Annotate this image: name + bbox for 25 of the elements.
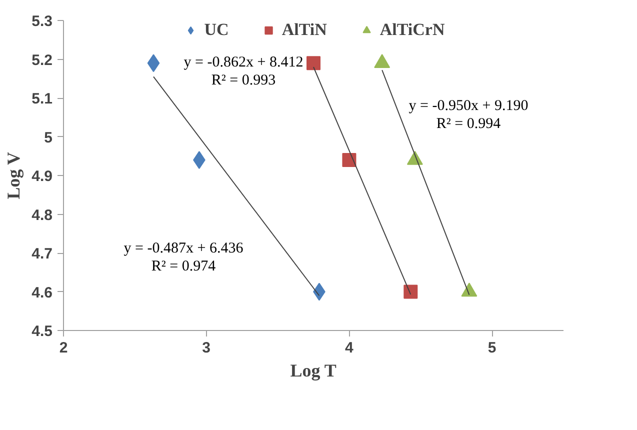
y-tick-label: 4.7: [32, 246, 53, 262]
point: [404, 284, 418, 299]
legend-label: AlTiCrN: [380, 20, 445, 40]
point: [306, 56, 320, 70]
y-tick-label: 4.5: [32, 323, 53, 340]
annotation: y = -0.862x + 8.412 R² = 0.993: [184, 54, 304, 89]
y-tick-label: 4.8: [32, 206, 53, 224]
x-tick-label: 2: [59, 340, 68, 356]
y-tick-label: 5: [44, 129, 52, 146]
x-tick-label: 5: [488, 340, 496, 356]
legend-label: UC: [204, 20, 229, 40]
y-tick-label: 4.9: [32, 168, 53, 185]
x-axis-title: Log T: [290, 360, 336, 380]
point: [342, 153, 356, 167]
annotation: y = -0.487x + 6.436 R² = 0.974: [124, 240, 244, 275]
y-axis-title: Log V: [4, 152, 24, 200]
y-tick-label: 5.1: [32, 90, 53, 108]
y-tick-label: 4.6: [32, 284, 53, 302]
x-tick-label: 3: [202, 340, 211, 356]
point: [147, 54, 160, 72]
y-tick-label: 5.3: [32, 13, 53, 30]
annotation: y = -0.950x + 9.190 R² = 0.994: [408, 98, 528, 132]
legend-label: AlTiN: [282, 20, 327, 40]
x-tick-label: 4: [345, 340, 354, 356]
y-tick-label: 5.2: [32, 52, 53, 69]
